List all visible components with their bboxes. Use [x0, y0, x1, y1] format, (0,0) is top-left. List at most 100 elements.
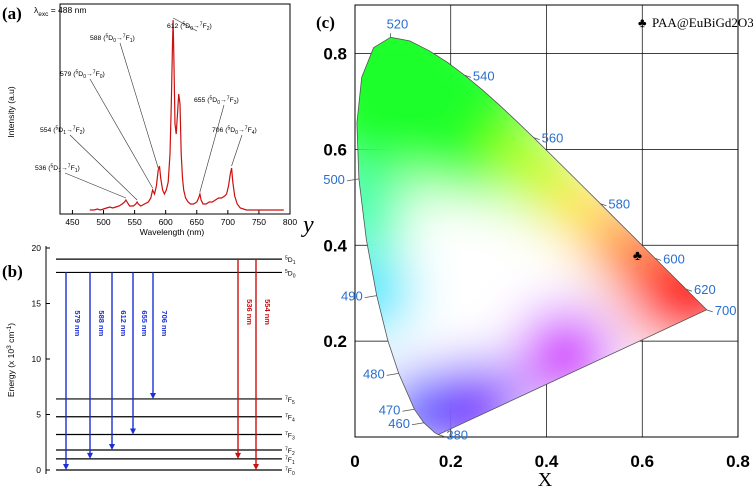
- panel-label-b: (b): [2, 262, 23, 281]
- y-tick-label-c: 0.4: [323, 236, 347, 255]
- wavelength-tick: [600, 203, 607, 207]
- annotation-leader: [172, 17, 198, 32]
- y-axis-label-c: y: [301, 212, 314, 238]
- y-tick-label-c: 0.2: [323, 332, 347, 351]
- energy-tick-label: 0: [36, 465, 41, 475]
- energy-tick-label: 10: [32, 354, 42, 364]
- wavelength-label: 620: [694, 282, 716, 297]
- wavelength-label: 600: [663, 251, 685, 266]
- transition-label: 612 nm: [119, 310, 128, 336]
- legend-symbol: ♣: [638, 15, 647, 30]
- x-tick-label-c: 0.6: [630, 452, 654, 471]
- x-tick-label-a: 700: [221, 217, 235, 227]
- wavelength-tick: [706, 309, 713, 313]
- wavelength-label: 580: [608, 197, 630, 212]
- y-tick-label-c: 0.6: [323, 140, 347, 159]
- emission-spectrum-line: [89, 19, 284, 211]
- wavelength-label: 470: [379, 402, 401, 417]
- x-axis-label-c: X: [538, 469, 553, 488]
- x-tick-label-c: 0.8: [726, 452, 750, 471]
- energy-axis-label: Energy (x 103 cm-1): [6, 323, 16, 397]
- panel-label-c: (c): [316, 13, 335, 32]
- wavelength-tick: [464, 75, 472, 78]
- wavelength-tick: [346, 178, 359, 182]
- transition-arrowhead: [63, 464, 69, 470]
- wavelength-label: 480: [363, 366, 385, 381]
- energy-level-panel: (b) Energy (x 103 cm-1) 0 5 10 15 20 5D1 5D0 7…: [0, 243, 300, 488]
- x-tick-label-c: 0.4: [535, 452, 559, 471]
- transition-label: 655 nm: [140, 310, 149, 336]
- transition-label: 579 nm: [73, 310, 82, 336]
- wavelength-tick: [685, 288, 693, 292]
- transition-arrowhead: [150, 392, 156, 399]
- transition-label: 554 nm: [263, 299, 272, 325]
- annotation-label: 536 (5D1→7F1): [35, 164, 80, 175]
- annotation-leader: [231, 134, 243, 167]
- x-tick-label-a: 550: [128, 217, 142, 227]
- energy-level-label: 7F4: [285, 413, 295, 424]
- energy-level-label: 7F0: [285, 467, 295, 478]
- energy-level-label: 7F3: [285, 431, 295, 442]
- x-tick-label-a: 750: [252, 217, 266, 227]
- wavelength-label: 500: [323, 172, 345, 187]
- annotation-leader: [89, 78, 153, 189]
- transition-arrowhead: [87, 452, 93, 459]
- energy-level-label: 7F2: [285, 447, 295, 458]
- wavelength-tick: [386, 372, 399, 376]
- panel-label-a: (a): [2, 4, 22, 23]
- energy-tick-label: 20: [32, 244, 42, 253]
- chromaticity-color-region: [356, 168, 408, 255]
- x-tick-label-a: 650: [190, 217, 204, 227]
- transition-arrowhead: [109, 444, 115, 451]
- wavelength-label: 540: [473, 68, 495, 83]
- transition-label: 536 nm: [245, 299, 254, 325]
- x-axis-label-a: Wavelength (nm): [140, 227, 205, 237]
- annotation-leader: [199, 104, 225, 193]
- y-axis-label-a: Intensity (a.u): [6, 86, 16, 138]
- energy-level-label: 7F1: [285, 455, 295, 466]
- x-tick-label-c: 0: [350, 452, 359, 471]
- annotation-leader: [69, 134, 138, 201]
- wavelength-label: 520: [387, 16, 409, 31]
- x-tick-label-a: 450: [65, 217, 79, 227]
- energy-tick-label: 5: [36, 410, 41, 420]
- cie-chromaticity-chart: (c) y X 0 0.2 0.4 0.6 0.8 0.2 0.4 0.6 0.8 460470…: [300, 0, 753, 491]
- wavelength-label: 380: [446, 428, 468, 443]
- energy-level-label: 7F5: [285, 395, 295, 406]
- plot-frame-c: [354, 4, 739, 438]
- y-tick-label-c: 0.8: [323, 45, 347, 64]
- annotation-label: 706 (5D0→7F4): [212, 126, 257, 137]
- x-tick-label-a: 500: [96, 217, 110, 227]
- wavelength-tick: [364, 295, 377, 298]
- wavelength-tick: [438, 434, 445, 437]
- transition-arrowhead: [253, 464, 259, 470]
- transition-arrowhead: [235, 452, 241, 459]
- wavelength-label: 700: [715, 303, 737, 318]
- wavelength-tick: [411, 422, 425, 426]
- annotation-label: 612 (5D0→7F2): [167, 22, 212, 33]
- x-tick-label-c: 0.2: [439, 452, 463, 471]
- annotation-label: 554 (5D1→7F2): [40, 126, 85, 137]
- wavelength-tick: [402, 408, 415, 412]
- legend: ♣ PAA@EuBiGd2O3: [638, 15, 753, 30]
- wavelength-label: 560: [542, 131, 564, 146]
- energy-level-label: 5D0: [285, 269, 296, 279]
- wavelength-label: 460: [388, 416, 410, 431]
- x-tick-label-a: 800: [283, 217, 297, 227]
- emission-spectrum-chart: (a) λexc = 488 nm Intensity (a.u) Wavele…: [0, 0, 300, 244]
- annotation-label: 579 (5D0→7F0): [60, 70, 105, 81]
- energy-level-diagram: (b) Energy (x 103 cm-1) 0 5 10 15 20 5D1 5D0 7…: [0, 243, 300, 488]
- chromaticity-color-region: [479, 245, 547, 313]
- transition-label: 588 nm: [97, 310, 106, 336]
- x-tick-label-a: 600: [159, 217, 173, 227]
- legend-label: PAA@EuBiGd2O3: [652, 15, 753, 30]
- energy-tick-label: 15: [32, 299, 42, 309]
- chart-title-a: λexc = 488 nm: [34, 5, 86, 18]
- wavelength-tick: [533, 137, 540, 141]
- annotation-label: 655 (5D0→7F3): [194, 96, 239, 107]
- energy-level-label: 5D1: [285, 256, 296, 267]
- emission-spectrum-panel: (a) λexc = 488 nm Intensity (a.u) Wavele…: [0, 0, 300, 244]
- wavelength-tick: [655, 258, 662, 261]
- wavelength-label: 490: [341, 289, 363, 304]
- transition-label: 706 nm: [160, 310, 169, 336]
